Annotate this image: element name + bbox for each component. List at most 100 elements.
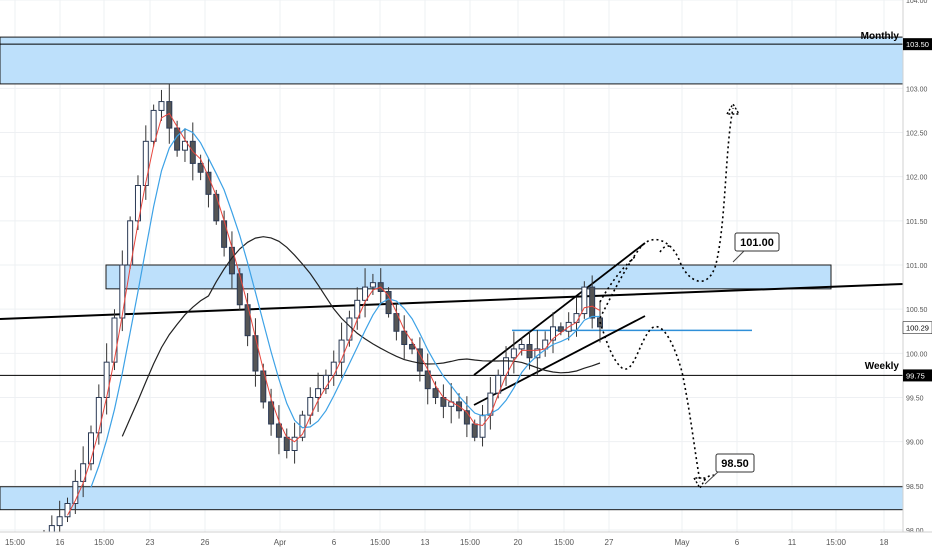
- x-tick-label-10: 20: [514, 538, 523, 547]
- candle-body-10: [119, 264, 126, 319]
- y-tick-label-10: 99.00: [906, 440, 924, 447]
- candle-body-6: [87, 432, 94, 465]
- callout-98-50: 98.50: [704, 453, 755, 485]
- candle-body-29: [268, 401, 275, 425]
- x-tick-label-4: 26: [201, 538, 210, 547]
- monthly-label: Monthly: [861, 31, 900, 42]
- candle-body-26: [244, 304, 251, 337]
- time-axis-background: [0, 532, 932, 550]
- candle-body-61: [518, 344, 525, 350]
- candle-body-50: [432, 388, 439, 398]
- moving-average-mid: [90, 128, 600, 488]
- x-tick-label-16: 15:00: [826, 538, 847, 547]
- candle-body-27: [252, 335, 259, 372]
- candle-body-15: [158, 101, 165, 111]
- candle-body-13: [142, 140, 149, 186]
- candle-body-66: [557, 326, 564, 332]
- x-tick-label-3: 23: [146, 538, 155, 547]
- x-tick-label-6: 6: [332, 538, 337, 547]
- x-tick-label-13: May: [674, 538, 689, 547]
- candle-body-4: [72, 480, 79, 504]
- price-tag-label-0: 103.50: [906, 40, 929, 49]
- candle-body-30: [275, 423, 282, 438]
- y-tick-label-6: 101.00: [906, 263, 928, 270]
- candle-body-8: [103, 361, 110, 398]
- candles: [41, 84, 603, 548]
- time-axis[interactable]: 15:00 16 15:00 23 26 Apr 6 15:00 13 15:00 20 15:00 2…: [5, 538, 889, 547]
- projection-down-arrowhead: [692, 477, 708, 490]
- channel-lower: [473, 315, 646, 406]
- x-tick-label-12: 27: [605, 538, 614, 547]
- candle-body-22: [213, 193, 220, 222]
- candle-body-45: [393, 313, 400, 332]
- candle-body-12: [134, 185, 141, 222]
- trendline: [0, 283, 904, 320]
- candle-body-23: [221, 220, 228, 248]
- price-tag-label-1: 100.29: [906, 324, 929, 333]
- candle-body-5: [80, 463, 87, 482]
- candle-body-20: [197, 162, 204, 173]
- price-tags: 103.50 100.29 99.75: [902, 38, 932, 382]
- candle-body-14: [150, 109, 157, 142]
- candle-body-32: [291, 436, 298, 451]
- x-tick-label-7: 15:00: [370, 538, 391, 547]
- price-axis-background: [903, 0, 932, 532]
- candle-body-7: [95, 397, 102, 434]
- candle-body-68: [573, 313, 580, 323]
- y-tick-label-11: 98.50: [906, 484, 924, 491]
- candle-body-55: [471, 423, 478, 438]
- candle-body-64: [542, 339, 549, 350]
- candle-body-37: [330, 361, 337, 376]
- price-tag-bg-0: [903, 38, 932, 51]
- candle-body-60: [510, 348, 517, 359]
- weekly-label: Weekly: [865, 361, 900, 372]
- projection-up-path: [599, 107, 734, 319]
- candle-body-70: [589, 286, 596, 319]
- candle-body-18: [181, 140, 188, 151]
- candle-body-25: [236, 273, 243, 306]
- candle-body-41: [362, 286, 369, 301]
- y-tick-label-9: 99.50: [906, 396, 924, 403]
- projection-up-arrowhead: [725, 102, 741, 115]
- price-tag-bg-1: [902, 321, 932, 334]
- callout-label-98-50: 98.50: [721, 458, 749, 470]
- moving-average-slow: [121, 236, 601, 437]
- candle-body-35: [315, 388, 322, 398]
- candle-body-42: [369, 282, 376, 288]
- candle-body-65: [550, 326, 557, 341]
- candle-body-34: [307, 397, 314, 416]
- price-tag-bg-2: [903, 369, 932, 382]
- candle-body-49: [424, 370, 431, 390]
- candle-body-36: [322, 374, 329, 390]
- candle-body-38: [338, 339, 345, 363]
- candle-body-62: [526, 344, 533, 359]
- candle-body-58: [495, 374, 502, 394]
- y-tick-label-0: 104.00: [906, 0, 928, 5]
- resistance-zone: [105, 264, 832, 290]
- y-tick-label-4: 102.00: [906, 175, 928, 182]
- candle-body-69: [581, 286, 588, 315]
- supply-zone-monthly: [0, 36, 904, 85]
- candle-body-9: [111, 317, 118, 363]
- x-tick-label-5: Apr: [274, 538, 287, 547]
- y-tick-label-2: 103.00: [906, 86, 928, 93]
- candle-body-19: [189, 140, 196, 164]
- candle-body-2: [56, 516, 63, 527]
- x-tick-label-0: 15:00: [5, 538, 26, 547]
- y-tick-label-8: 100.00: [906, 351, 928, 358]
- x-tick-label-17: 18: [880, 538, 889, 547]
- x-tick-label-1: 16: [56, 538, 65, 547]
- x-tick-label-9: 15:00: [460, 538, 481, 547]
- demand-zone: [0, 486, 904, 511]
- moving-average-fast: [67, 112, 601, 516]
- callout-101: 101.00: [732, 232, 780, 263]
- candle-body-40: [354, 299, 361, 319]
- candle-body-33: [299, 414, 306, 438]
- x-tick-label-11: 15:00: [554, 538, 575, 547]
- candle-body-56: [479, 414, 486, 438]
- x-tick-label-8: 13: [421, 538, 430, 547]
- projection-down-path: [599, 321, 717, 483]
- candle-body-46: [401, 330, 408, 345]
